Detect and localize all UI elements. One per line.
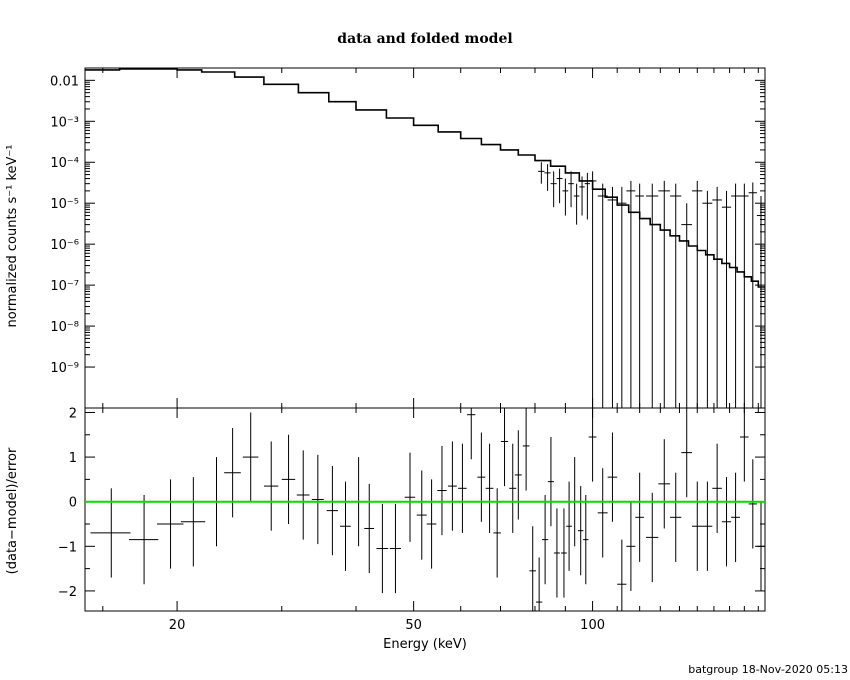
upper-y-tick-label: 10⁻³	[50, 115, 79, 130]
lower-data-series	[85, 408, 765, 611]
x-tick-label: 100	[580, 618, 605, 633]
upper-y-tick-label: 0.01	[50, 74, 79, 89]
lower-y-tick-label: −1	[58, 540, 77, 555]
lower-y-tick-label: 2	[69, 406, 77, 421]
upper-y-tick-label: 10⁻⁶	[50, 238, 79, 253]
upper-y-tick-label: 10⁻⁹	[50, 361, 79, 376]
lower-y-tick-label: 0	[69, 496, 77, 511]
upper-y-tick-label: 10⁻⁴	[50, 156, 79, 171]
lower-plot-frame	[84, 407, 766, 612]
chart-title: data and folded model	[337, 31, 512, 47]
model-step-line	[85, 68, 765, 288]
lower-axis-ticks: 2 1 0 −1 −2 20 50 100	[58, 406, 765, 633]
upper-y-axis-label: normalized counts s⁻¹ keV⁻¹	[5, 145, 20, 328]
upper-data-series	[85, 68, 765, 408]
upper-panel: 0.01 10⁻³ 10⁻⁴ 10⁻⁵ 10⁻⁶ 10⁻⁷ 10⁻⁸ 10⁻⁹ normali…	[5, 67, 766, 409]
upper-y-tick-label: 10⁻⁵	[50, 197, 79, 212]
upper-y-tick-label: 10⁻⁷	[50, 279, 79, 294]
x-tick-label: 50	[405, 618, 422, 633]
lower-y-axis-label: (data−model)/error	[5, 447, 20, 574]
footer-credit: batgroup 18-Nov-2020 05:13	[688, 663, 848, 676]
lower-y-tick-label: −2	[58, 585, 77, 600]
lower-panel: 2 1 0 −1 −2 20 50 100 (data−model)/error Energy…	[5, 406, 766, 652]
upper-y-tick-label: 10⁻⁸	[50, 320, 79, 335]
upper-plot-frame	[84, 67, 766, 409]
upper-y-ticks: 0.01 10⁻³ 10⁻⁴ 10⁻⁵ 10⁻⁶ 10⁻⁷ 10⁻⁸ 10⁻⁹	[50, 67, 765, 408]
x-tick-label: 20	[169, 618, 186, 633]
lower-y-tick-label: 1	[69, 451, 77, 466]
x-axis-label: Energy (keV)	[383, 637, 467, 652]
